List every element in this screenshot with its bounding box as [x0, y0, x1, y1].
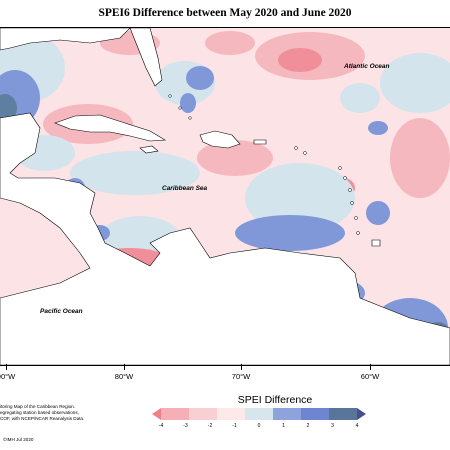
credits: itoring Map of the Caribbean Region. egr…	[0, 404, 110, 422]
spei-map	[0, 27, 450, 366]
legend-extend-low	[152, 408, 161, 420]
dry-core-atlantic	[278, 48, 322, 72]
dry-anomaly-caribbean-center	[197, 140, 273, 176]
legend-swatch	[161, 408, 189, 420]
island	[348, 188, 352, 192]
credits-line: egregating station based observations,	[0, 410, 79, 415]
wet-anomaly-bahamas	[186, 66, 214, 90]
wet-anomaly-atlantic-small	[368, 121, 388, 135]
island	[178, 106, 182, 110]
lon-tick	[124, 364, 125, 370]
legend-tick-label: 4	[355, 423, 359, 429]
legend-swatch	[301, 408, 329, 420]
legend-tick-label: 1	[282, 423, 285, 429]
legend-colorbar	[152, 408, 366, 420]
legend-tick-label: -4	[158, 423, 164, 429]
hispaniola	[199, 130, 241, 149]
legend-swatch	[273, 408, 301, 420]
map-canvas	[0, 28, 450, 365]
caribbean-sea-label: Caribbean Sea	[162, 185, 208, 192]
legend-swatch	[217, 408, 245, 420]
map-title: SPEI6 Difference between May 2020 and Ju…	[98, 7, 352, 19]
cuba	[54, 114, 166, 142]
legend-tick-label: 2	[306, 423, 310, 429]
island	[350, 201, 354, 205]
florida	[129, 28, 163, 87]
lon-label: 60°W	[360, 372, 380, 381]
island	[354, 216, 358, 220]
wet-anomaly-trinidad	[366, 201, 390, 225]
island	[303, 151, 307, 155]
legend-title: SPEI Difference	[237, 394, 313, 406]
legend-extend-high	[357, 408, 366, 420]
neutral-caribbean-west	[70, 151, 200, 195]
lon-label: 80°W	[114, 372, 134, 381]
very-wet-core-west	[0, 94, 17, 122]
lesser-antilles	[168, 94, 360, 235]
lon-tick	[370, 364, 371, 370]
legend-swatch	[189, 408, 217, 420]
copyright: ©IMH Jul 2020	[3, 437, 34, 442]
island	[294, 146, 298, 150]
island	[338, 166, 342, 170]
credits-line: COF, with NCEP/NCAR Reanalysis Data.	[0, 416, 85, 421]
wet-anomaly-venezuela-coast	[235, 215, 345, 251]
island	[356, 231, 360, 235]
neutral-atlantic-mid	[340, 83, 380, 113]
legend-tick-label: 0	[257, 423, 261, 429]
wet-anomaly-bahamas-south	[180, 93, 196, 113]
pacific-ocean-label: Pacific Ocean	[40, 308, 83, 315]
legend-tick-label: -3	[183, 423, 188, 429]
puerto-rico	[253, 139, 267, 145]
dry-anomaly-east	[390, 118, 450, 198]
island	[188, 116, 192, 120]
legend-tick-label: 3	[331, 423, 334, 429]
lon-tick	[241, 364, 242, 370]
lon-label: 70°W	[231, 372, 251, 381]
neutral-atlantic-east	[380, 53, 450, 113]
island	[343, 176, 347, 180]
legend-swatch	[245, 408, 273, 420]
neutral-caribbean-east	[245, 163, 355, 233]
lon-label: 90°W	[0, 372, 16, 381]
land-masses	[0, 28, 450, 365]
trinidad	[371, 239, 381, 247]
dry-anomaly-north	[205, 31, 255, 55]
credits-line: itoring Map of the Caribbean Region.	[0, 404, 76, 409]
lon-tick	[6, 364, 7, 370]
mainland	[0, 112, 450, 365]
gulf-coast	[0, 28, 131, 51]
atlantic-ocean-label: Atlantic Ocean	[344, 63, 390, 70]
island	[168, 94, 172, 98]
legend-tick-label: -1	[232, 423, 237, 429]
jamaica	[139, 145, 159, 154]
legend-swatch	[329, 408, 357, 420]
legend-tick-label: -2	[207, 423, 213, 429]
